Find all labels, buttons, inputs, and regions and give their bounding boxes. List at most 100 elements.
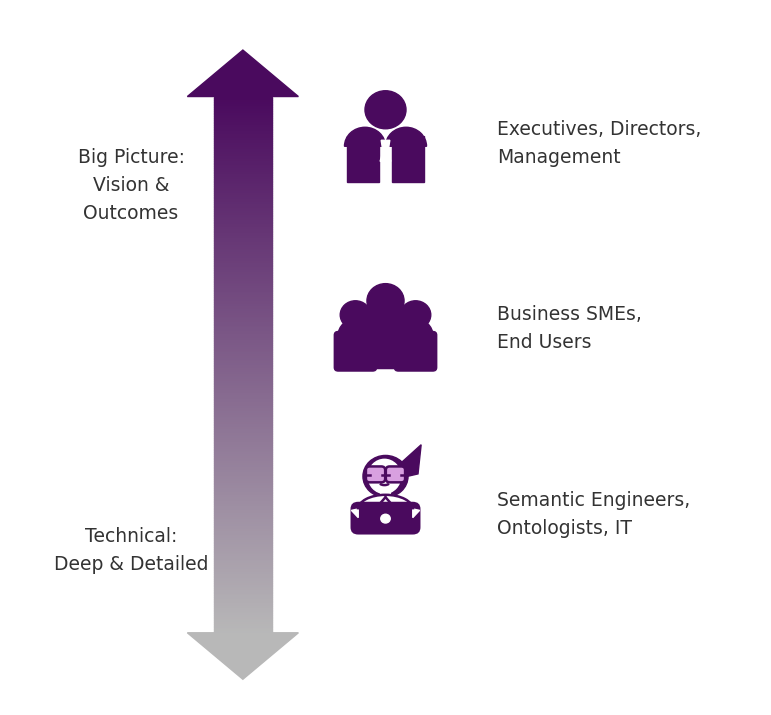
Bar xyxy=(214,272,272,274)
Bar xyxy=(214,236,272,238)
Bar xyxy=(214,343,272,345)
Bar xyxy=(214,177,272,179)
Bar xyxy=(214,168,272,170)
Bar xyxy=(214,249,272,250)
Bar xyxy=(214,467,272,468)
Bar xyxy=(214,615,272,616)
Bar xyxy=(214,99,272,100)
Bar xyxy=(214,440,272,442)
Bar xyxy=(214,597,272,599)
Bar xyxy=(214,347,272,349)
Bar xyxy=(214,252,272,254)
Ellipse shape xyxy=(369,459,401,493)
Bar xyxy=(214,411,272,413)
Bar xyxy=(214,528,272,529)
Bar xyxy=(214,511,272,513)
Bar xyxy=(214,243,272,245)
Bar xyxy=(214,240,272,242)
Bar xyxy=(214,150,272,152)
Bar xyxy=(214,585,272,586)
Bar xyxy=(214,192,272,193)
Bar xyxy=(214,143,272,145)
Bar xyxy=(214,604,272,606)
Bar xyxy=(214,586,272,588)
Bar xyxy=(214,485,272,486)
Bar xyxy=(214,385,272,386)
Bar xyxy=(214,145,272,147)
Polygon shape xyxy=(392,137,424,182)
Bar xyxy=(214,222,272,224)
Bar xyxy=(214,472,272,474)
Bar xyxy=(214,260,272,261)
Bar xyxy=(214,515,272,516)
FancyBboxPatch shape xyxy=(351,502,420,535)
Bar xyxy=(214,566,272,568)
Bar xyxy=(214,224,272,225)
Bar xyxy=(214,436,272,438)
Bar xyxy=(214,626,272,628)
Bar xyxy=(214,559,272,561)
Bar xyxy=(214,202,272,204)
Bar xyxy=(214,535,272,536)
Bar xyxy=(214,356,272,358)
Bar xyxy=(214,292,272,293)
Bar xyxy=(214,268,272,270)
Bar xyxy=(214,428,272,429)
Circle shape xyxy=(340,301,371,329)
Bar xyxy=(214,327,272,329)
Bar xyxy=(214,479,272,481)
Bar xyxy=(214,500,272,503)
Bar xyxy=(214,438,272,440)
Bar xyxy=(214,225,272,227)
Bar xyxy=(214,311,272,313)
Bar xyxy=(214,127,272,129)
Bar xyxy=(214,573,272,576)
Bar xyxy=(214,163,272,164)
Bar xyxy=(214,618,272,621)
Bar xyxy=(214,416,272,418)
Bar xyxy=(214,189,272,192)
Bar xyxy=(214,461,272,463)
Bar xyxy=(214,475,272,478)
Bar xyxy=(214,611,272,613)
Bar xyxy=(214,214,272,217)
Bar xyxy=(214,592,272,593)
Polygon shape xyxy=(380,143,391,162)
Bar xyxy=(214,285,272,286)
Bar xyxy=(214,572,272,573)
Bar xyxy=(214,182,272,184)
Bar xyxy=(214,281,272,282)
Bar xyxy=(214,156,272,157)
Bar xyxy=(214,254,272,256)
Bar xyxy=(214,522,272,523)
Bar xyxy=(214,157,272,159)
Bar xyxy=(214,257,272,260)
Bar xyxy=(214,270,272,272)
Bar xyxy=(214,581,272,583)
Bar xyxy=(214,628,272,629)
Bar xyxy=(214,546,272,547)
Bar xyxy=(214,613,272,615)
Bar xyxy=(214,579,272,581)
Bar xyxy=(214,138,272,139)
Bar xyxy=(214,310,272,311)
Bar xyxy=(214,516,272,518)
Bar xyxy=(214,529,272,531)
Bar xyxy=(214,349,272,350)
Bar xyxy=(214,274,272,275)
Bar xyxy=(214,245,272,247)
Bar xyxy=(214,322,272,324)
Bar xyxy=(214,508,272,509)
Bar xyxy=(214,478,272,479)
Bar xyxy=(214,142,272,143)
Bar xyxy=(214,531,272,533)
Bar xyxy=(214,263,272,265)
Bar xyxy=(214,629,272,631)
Bar xyxy=(214,217,272,218)
Bar xyxy=(214,578,272,579)
Bar xyxy=(214,465,272,467)
Bar xyxy=(214,409,272,411)
Bar xyxy=(214,423,272,425)
Bar xyxy=(214,275,272,277)
Bar xyxy=(214,381,272,383)
